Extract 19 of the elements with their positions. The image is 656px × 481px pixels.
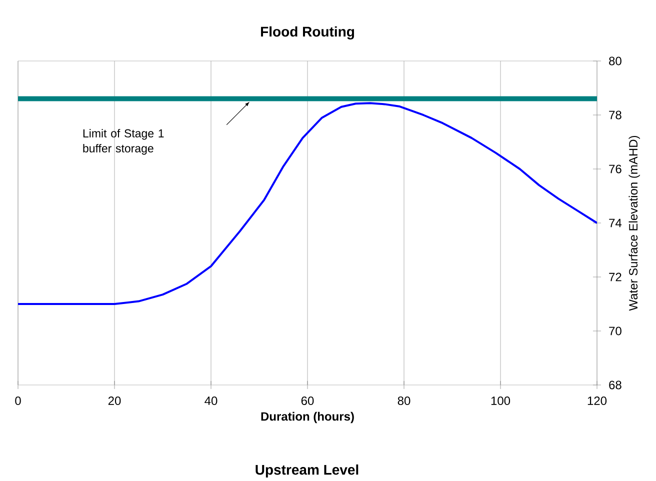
- x-tick-label: 20: [108, 396, 121, 406]
- x-tick-label: 0: [15, 396, 21, 406]
- y-axis-title: Water Surface Elevation (mAHD): [628, 136, 640, 311]
- x-axis-title: Duration (hours): [261, 412, 354, 424]
- y-tick-label: 78: [609, 110, 622, 120]
- x-tick-label: 100: [491, 396, 510, 406]
- y-tick-label: 74: [609, 218, 622, 228]
- x-tick-label: 40: [204, 396, 218, 406]
- annotation: Limit of Stage 1 buffer storage: [83, 128, 164, 155]
- y-tick-label: 72: [609, 272, 622, 282]
- x-tick-label: 60: [301, 396, 314, 406]
- chart-title: Flood Routing: [261, 26, 354, 40]
- text: Upstream Level: [256, 464, 358, 478]
- y-tick-label: 68: [609, 380, 622, 390]
- y-tick-label: 70: [609, 326, 622, 336]
- y-tick-label: 76: [609, 164, 622, 174]
- x-tick-label: 80: [398, 396, 410, 406]
- y-tick-label: 80: [609, 56, 622, 66]
- x-tick-label: 120: [588, 396, 607, 406]
